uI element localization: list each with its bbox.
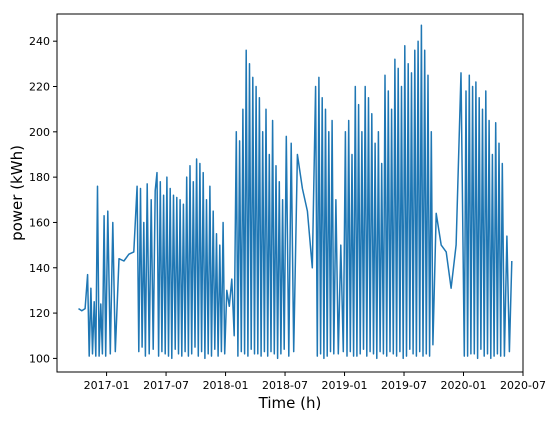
- x-tick-label: 2020-01: [441, 379, 487, 392]
- y-tick-label: 200: [29, 126, 50, 139]
- data-line: [78, 24, 513, 360]
- y-tick-label: 160: [29, 216, 50, 229]
- plot-frame: [56, 13, 524, 373]
- x-axis-label: Time (h): [258, 394, 322, 412]
- x-tick-label: 2019-07: [381, 379, 427, 392]
- x-tick-label: 2017-07: [143, 379, 189, 392]
- y-axis-label: power (kWh): [8, 145, 26, 241]
- y-tick-label: 240: [29, 35, 50, 48]
- x-tick-label: 2018-01: [203, 379, 249, 392]
- x-tick-label: 2019-01: [322, 379, 368, 392]
- x-tick-label: 2017-01: [84, 379, 130, 392]
- x-tick-label: 2020-07: [500, 379, 546, 392]
- y-tick-label: 220: [29, 81, 50, 94]
- y-tick-label: 140: [29, 262, 50, 275]
- y-tick-label: 100: [29, 352, 50, 365]
- x-tick-label: 2018-07: [262, 379, 308, 392]
- y-tick-label: 120: [29, 307, 50, 320]
- y-tick-label: 180: [29, 171, 50, 184]
